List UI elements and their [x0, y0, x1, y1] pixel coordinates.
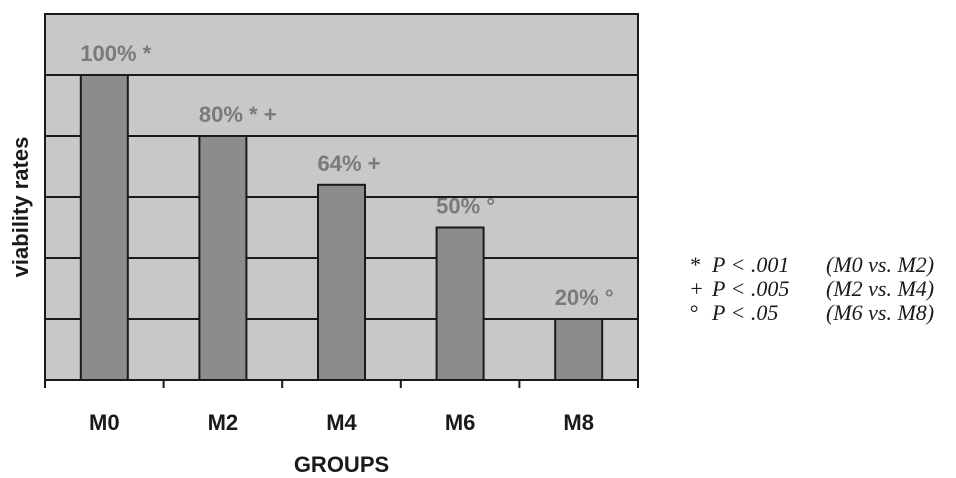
- data-label-m6: 50% °: [436, 194, 495, 219]
- x-tick-label-m4: M4: [326, 410, 357, 435]
- legend-test: P < .05: [711, 300, 778, 325]
- bar-m0: [79, 74, 129, 381]
- x-axis: M0 M2 M4 M6 M8: [44, 379, 639, 435]
- legend-mark: +: [689, 276, 704, 301]
- data-labels: 100% * 80% * + 64% + 50% ° 20% °: [80, 41, 613, 310]
- legend-test: P < .005: [711, 276, 789, 301]
- bar-m2: [198, 135, 248, 381]
- data-label-m8: 20% °: [555, 285, 614, 310]
- legend-comparison: (M6 vs. M8): [826, 300, 934, 325]
- x-tick-label-m6: M6: [445, 410, 476, 435]
- bar-m4: [317, 183, 366, 381]
- bar-m6: [435, 226, 485, 381]
- y-axis-title: viability rates: [8, 137, 33, 278]
- bars: [79, 74, 604, 381]
- x-tick-label-m2: M2: [208, 410, 239, 435]
- bar-m8: [554, 318, 604, 381]
- x-tick-label-m0: M0: [89, 410, 120, 435]
- legend-test: P < .001: [711, 252, 789, 277]
- x-tick-label-m8: M8: [563, 410, 594, 435]
- significance-legend: * P < .001 (M0 vs. M2) + P < .005 (M2 vs. M4)…: [689, 252, 934, 325]
- legend-comparison: (M2 vs. M4): [826, 276, 934, 301]
- legend-mark: *: [689, 252, 700, 277]
- data-label-m0: 100% *: [80, 41, 151, 66]
- legend-comparison: (M0 vs. M2): [826, 252, 934, 277]
- legend-mark: °: [689, 300, 698, 325]
- data-label-m4: 64% +: [318, 151, 381, 176]
- data-label-m2: 80% * +: [199, 102, 277, 127]
- x-axis-title: GROUPS: [294, 452, 389, 477]
